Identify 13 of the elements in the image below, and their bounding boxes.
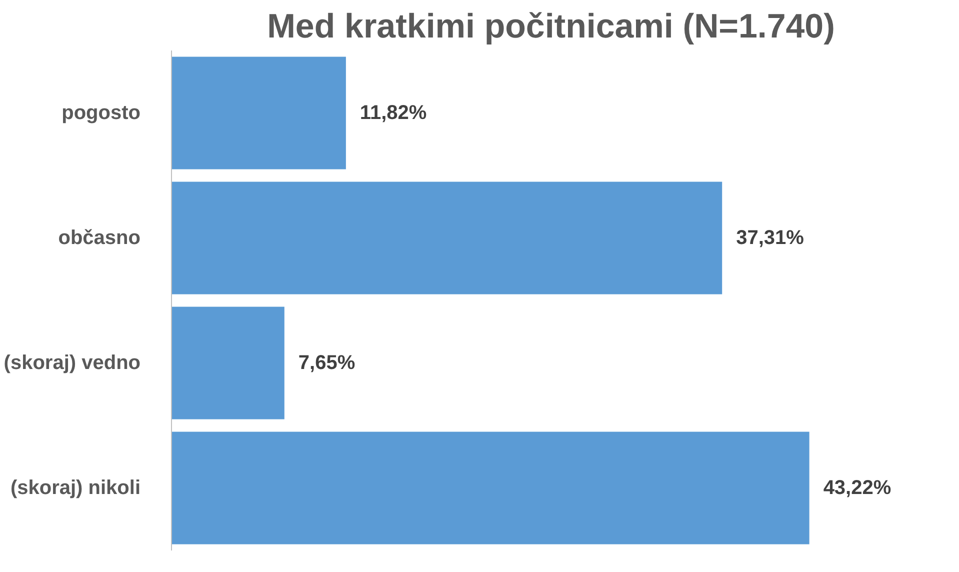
data-label: 7,65%: [298, 352, 356, 374]
bar: [172, 56, 346, 170]
y-tick-label: (skoraj) nikoli: [10, 477, 140, 499]
data-label: 37,31%: [736, 227, 804, 249]
y-tick-label: pogosto: [62, 102, 141, 124]
y-tick-label: (skoraj) vedno: [4, 352, 141, 374]
y-tick-label: občasno: [58, 227, 141, 249]
data-label: 11,82%: [360, 102, 427, 124]
data-label: 43,22%: [823, 477, 892, 499]
bar: [172, 182, 722, 294]
chart-title: Med kratkimi počitnicami (N=1.740): [267, 8, 835, 46]
bar: [172, 306, 284, 420]
bar: [172, 432, 810, 544]
